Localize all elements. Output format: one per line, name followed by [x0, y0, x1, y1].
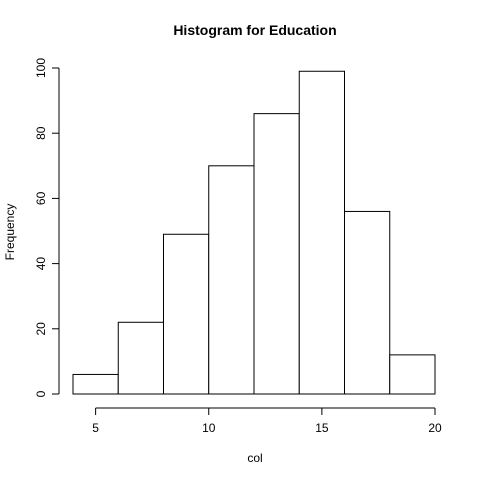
histogram-bar-1 [117, 321, 164, 395]
bars-group [72, 70, 436, 395]
x-axis: 5 10 15 20 [92, 407, 442, 435]
x-tick-label-2: 15 [315, 421, 329, 435]
x-tick-label-1: 10 [202, 421, 216, 435]
histogram-bar-6 [344, 210, 391, 395]
histogram-bar-0 [72, 373, 119, 395]
x-tick-label-0: 5 [92, 421, 99, 435]
histogram-bar-4 [253, 113, 300, 395]
y-tick-label-1: 20 [34, 322, 48, 336]
y-axis-label: Frequency [3, 204, 17, 261]
y-axis: 0 20 40 60 80 100 [34, 58, 60, 397]
x-axis-label: col [247, 451, 262, 465]
histogram-bar-3 [208, 165, 255, 395]
histogram-bar-2 [163, 233, 210, 395]
x-tick-label-3: 20 [428, 421, 442, 435]
y-tick-label-0: 0 [34, 390, 48, 397]
y-tick-label-3: 60 [34, 191, 48, 205]
y-tick-label-5: 100 [34, 58, 48, 78]
y-tick-label-4: 80 [34, 126, 48, 140]
histogram-bar-5 [298, 70, 345, 395]
y-tick-label-2: 40 [34, 257, 48, 271]
chart-title: Histogram for Education [173, 22, 336, 38]
histogram-bar-7 [389, 354, 436, 395]
